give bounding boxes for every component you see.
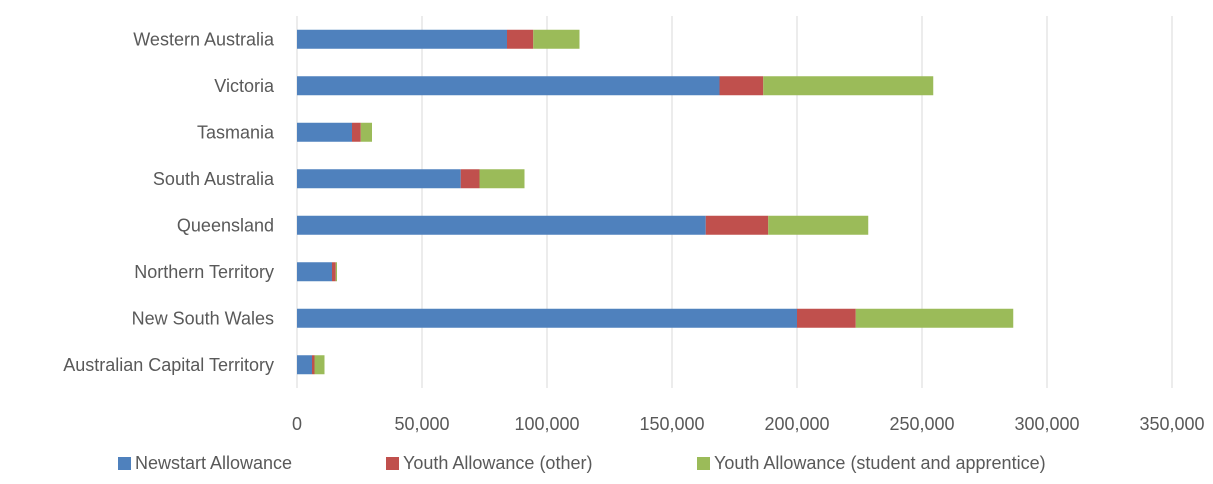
bar-segment bbox=[533, 29, 580, 49]
bar-segment bbox=[297, 76, 720, 96]
bar-segment bbox=[297, 169, 461, 189]
bar-segment bbox=[507, 29, 534, 49]
bar-segment bbox=[332, 262, 336, 282]
x-tick-label: 250,000 bbox=[889, 414, 954, 434]
x-tick-label: 50,000 bbox=[394, 414, 449, 434]
bar-segment bbox=[335, 262, 337, 282]
category-labels: Western Australia Victoria Tasmania South A… bbox=[63, 29, 275, 375]
bar-segment bbox=[297, 308, 797, 328]
x-tick-label: 350,000 bbox=[1139, 414, 1204, 434]
category-label: Northern Territory bbox=[134, 262, 274, 282]
category-label: Tasmania bbox=[197, 122, 275, 142]
gridlines bbox=[296, 16, 1173, 388]
legend-label: Newstart Allowance bbox=[135, 453, 292, 473]
bar-segment bbox=[297, 215, 706, 235]
bar-segment bbox=[314, 355, 325, 375]
bar-segment bbox=[705, 215, 769, 235]
x-tick-label: 150,000 bbox=[639, 414, 704, 434]
bar-segment bbox=[855, 308, 1014, 328]
category-label: Australian Capital Territory bbox=[63, 355, 274, 375]
x-tick-label: 300,000 bbox=[1014, 414, 1079, 434]
bar-segment bbox=[312, 355, 315, 375]
category-label: New South Wales bbox=[132, 308, 274, 328]
bar-segment bbox=[479, 169, 525, 189]
bar-segment bbox=[719, 76, 764, 96]
bar-segment bbox=[297, 262, 332, 282]
category-label: Victoria bbox=[214, 76, 275, 96]
x-tick-label: 100,000 bbox=[514, 414, 579, 434]
bars bbox=[297, 29, 1014, 375]
x-tick-label: 200,000 bbox=[764, 414, 829, 434]
category-label: Queensland bbox=[177, 215, 274, 235]
legend: Newstart Allowance Youth Allowance (other… bbox=[118, 453, 1046, 473]
x-tick-labels: 0 50,000 100,000 150,000 200,000 250,000 300,0… bbox=[292, 414, 1205, 434]
legend-swatch bbox=[118, 457, 131, 470]
bar-segment bbox=[297, 122, 352, 142]
legend-label: Youth Allowance (other) bbox=[403, 453, 592, 473]
bar-segment bbox=[768, 215, 869, 235]
bar-segment bbox=[763, 76, 934, 96]
bar-segment bbox=[460, 169, 480, 189]
category-label: Western Australia bbox=[133, 29, 275, 49]
bar-segment bbox=[352, 122, 361, 142]
bar-segment bbox=[297, 355, 312, 375]
category-label: South Australia bbox=[153, 169, 275, 189]
x-tick-label: 0 bbox=[292, 414, 302, 434]
bar-segment bbox=[297, 29, 507, 49]
legend-label: Youth Allowance (student and apprentice) bbox=[714, 453, 1046, 473]
legend-swatch bbox=[697, 457, 710, 470]
bar-segment bbox=[360, 122, 372, 142]
legend-swatch bbox=[386, 457, 399, 470]
bar-segment bbox=[797, 308, 856, 328]
